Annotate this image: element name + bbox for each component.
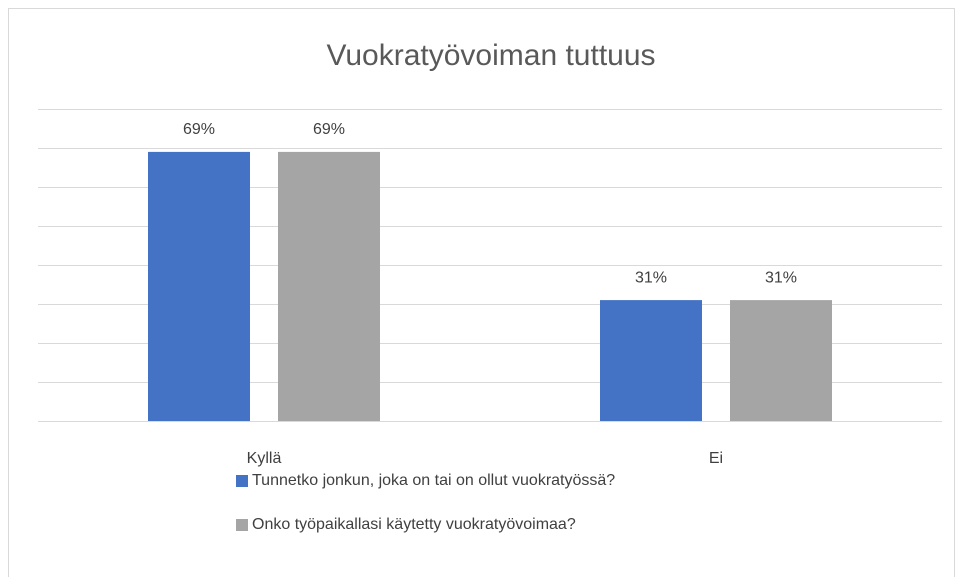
bar (148, 151, 250, 421)
bar (278, 151, 380, 421)
legend-swatch (236, 519, 248, 531)
legend-swatch (236, 475, 248, 487)
bar (600, 300, 702, 421)
chart-title: Vuokratyövoiman tuttuus (326, 39, 655, 72)
bar (730, 300, 832, 421)
legend-label: Tunnetko jonkun, joka on tai on ollut vu… (252, 472, 615, 489)
data-label: 31% (765, 269, 797, 286)
x-tick-label: Ei (709, 450, 723, 467)
legend-label: Onko työpaikallasi käytetty vuokratyövoi… (252, 516, 576, 533)
data-label: 31% (635, 269, 667, 286)
x-tick-label: Kyllä (247, 450, 282, 467)
data-label: 69% (313, 121, 345, 138)
data-label: 69% (183, 121, 215, 138)
